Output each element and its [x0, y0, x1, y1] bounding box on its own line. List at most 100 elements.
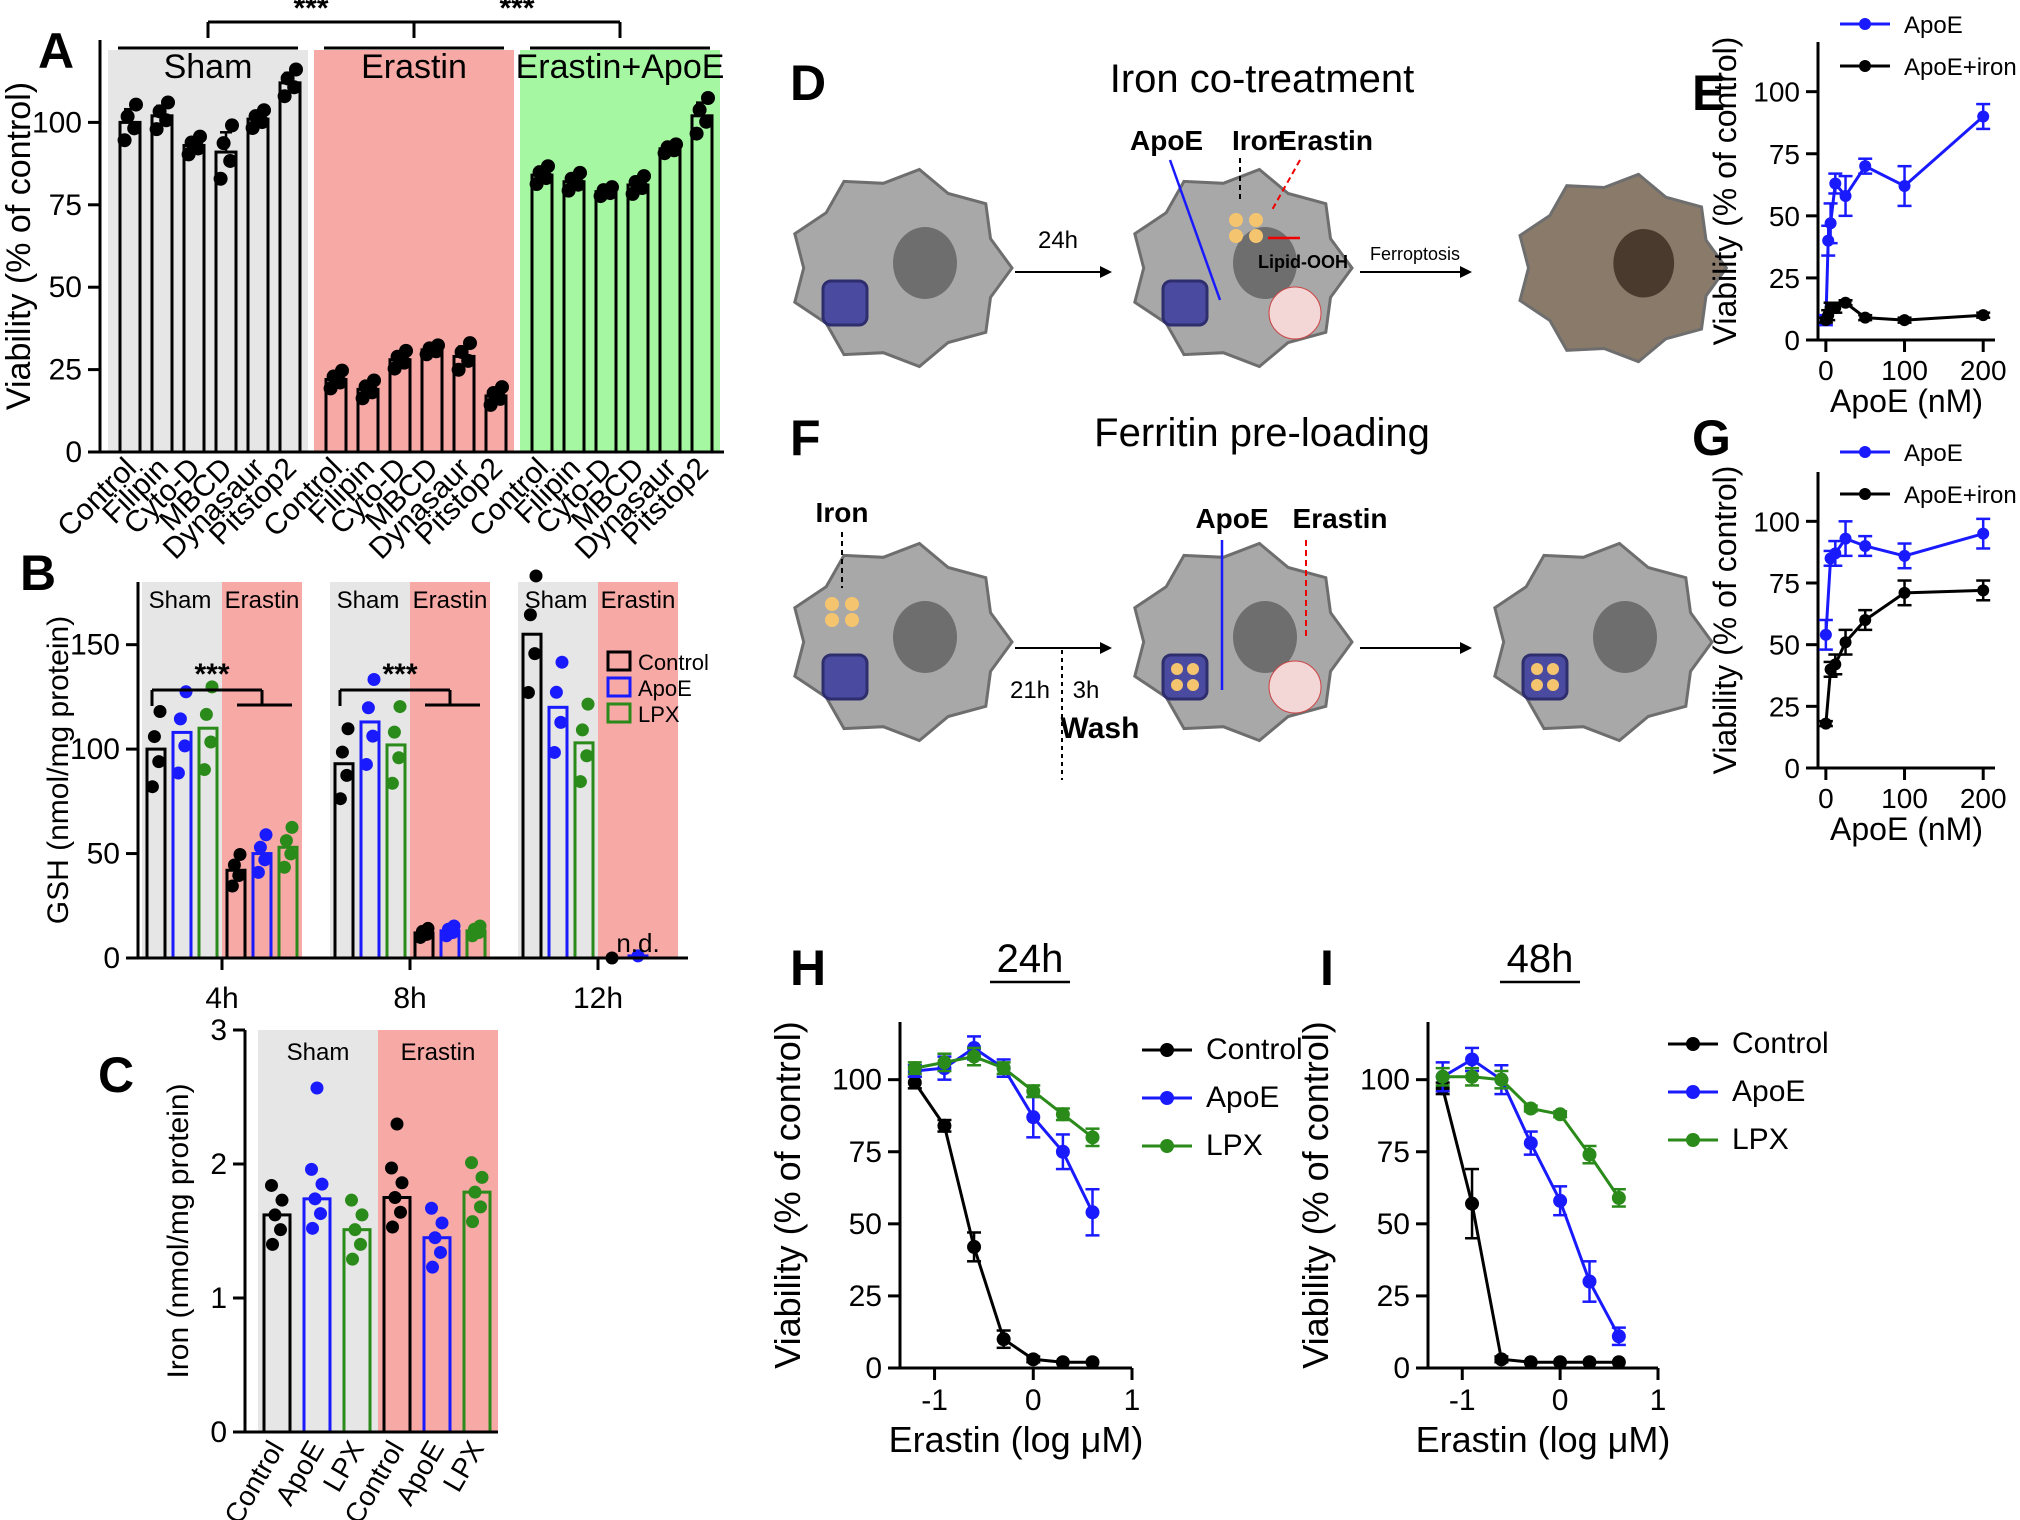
data-point: [1839, 636, 1852, 649]
data-point: [1839, 296, 1852, 309]
data-dot: [395, 1176, 409, 1190]
x-axis-label: Erastin (log μM): [1416, 1419, 1671, 1460]
apoe-label: ApoE: [1195, 503, 1268, 534]
data-dot: [129, 97, 143, 112]
data-point: [967, 1049, 982, 1064]
erastin-label: Erastin: [1293, 503, 1388, 534]
significance-stars: ***: [382, 658, 417, 691]
data-dot: [197, 763, 211, 777]
y-tick-label: 0: [103, 942, 120, 975]
legend-label: Control: [1206, 1033, 1303, 1066]
x-axis-label: ApoE (nM): [1830, 811, 1983, 847]
legend-marker: [1859, 60, 1871, 72]
data-dot: [171, 766, 185, 780]
data-dot: [335, 363, 349, 378]
data-dot: [216, 136, 231, 151]
data-dot: [225, 118, 239, 133]
x-tick-label: 0: [1818, 783, 1834, 814]
data-dot: [361, 701, 375, 715]
ferritin-cage-icon: [1161, 279, 1209, 327]
data-dot: [199, 707, 213, 721]
legend-label: ApoE: [1732, 1075, 1805, 1108]
data-point: [1898, 549, 1911, 562]
data-point: [1819, 717, 1832, 730]
panel-label-d: D: [790, 55, 826, 111]
data-dot: [523, 608, 537, 622]
data-dot: [277, 860, 291, 874]
data-point: [1523, 1355, 1538, 1370]
legend-swatch: [606, 650, 632, 672]
shade-label-erastin: Erastin: [401, 1039, 476, 1066]
data-dot: [265, 1178, 278, 1192]
series-line-1: [1824, 588, 1984, 724]
y-tick-label: 0: [1393, 1352, 1410, 1385]
data-dot: [699, 114, 714, 129]
significance-stars: ***: [194, 658, 229, 691]
data-point: [1822, 234, 1835, 247]
sham-shade: [330, 582, 410, 958]
arrow-head-icon: [1460, 642, 1472, 654]
data-point: [967, 1239, 982, 1254]
panel-b: Sham Erastin 4h Sham Erastin 8h Sham Erastin 12h…: [20, 545, 709, 1015]
apoe-inhibition-line: [1168, 159, 1222, 301]
data-dot: [253, 840, 267, 854]
panel-label-e: E: [1692, 65, 1725, 121]
data-point: [1859, 311, 1872, 324]
ferritin-cage-icon: [821, 653, 869, 701]
data-dot: [669, 137, 683, 152]
data-point: [1465, 1196, 1480, 1211]
data-dot: [340, 768, 354, 782]
legend-marker: [1686, 1037, 1700, 1051]
legend-swatch: [606, 676, 632, 698]
ferritin-cage-icon: [1521, 653, 1569, 701]
data-dot: [367, 672, 381, 686]
panel-label-i: I: [1320, 940, 1334, 996]
data-point: [1553, 1355, 1568, 1370]
data-point: [1085, 1130, 1100, 1145]
y-tick-label: 0: [1784, 325, 1800, 356]
ferroptosis-label: Ferroptosis: [1370, 244, 1460, 264]
data-point: [1819, 628, 1832, 641]
y-tick-label: 100: [1753, 506, 1800, 537]
data-dot: [521, 686, 535, 700]
data-point: [1839, 189, 1852, 202]
data-point: [1435, 1069, 1450, 1084]
data-dot: [173, 712, 187, 726]
data-point: [1898, 586, 1911, 599]
iron-particle-icon: [1547, 679, 1559, 691]
data-point: [1839, 532, 1852, 545]
data-point: [1977, 527, 1990, 540]
iron-particle-icon: [1187, 663, 1199, 675]
data-point: [1055, 1355, 1070, 1370]
legend-label: ApoE: [1904, 12, 1963, 39]
x-tick-label: 100: [1881, 783, 1928, 814]
y-tick-label: 100: [70, 733, 120, 766]
data-dot: [573, 775, 587, 789]
y-tick-label: 50: [87, 838, 120, 871]
data-dot: [473, 919, 487, 933]
iron-particle-icon: [845, 597, 859, 611]
y-tick-label: 3: [210, 1014, 227, 1047]
data-dot: [227, 858, 241, 872]
data-dot: [529, 569, 543, 583]
legend-swatch: [606, 702, 632, 724]
iron-particle-icon: [1547, 663, 1559, 675]
data-dot: [426, 1260, 439, 1274]
iron-particle-icon: [1171, 679, 1183, 691]
data-point: [1494, 1352, 1509, 1367]
arrow-head-icon: [1460, 266, 1472, 278]
y-tick-label: 50: [1769, 630, 1800, 661]
panel-i: 0 25 50 75 100 -1 0 1 Control ApoE LPX Erastin (log…: [1295, 937, 1829, 1460]
series-line-0: [1824, 115, 1985, 321]
data-dot: [335, 745, 349, 759]
erastin-shade: [378, 1030, 498, 1432]
data-dot: [689, 126, 704, 141]
erastin-shade: [222, 582, 302, 958]
data-dot: [152, 104, 167, 119]
data-dot: [541, 159, 555, 174]
data-dot: [341, 722, 355, 736]
data-dot: [547, 745, 561, 759]
iron-particle-icon: [1229, 213, 1243, 227]
y-axis-label: Viability (% of control): [767, 1021, 808, 1368]
data-dot: [495, 380, 509, 395]
